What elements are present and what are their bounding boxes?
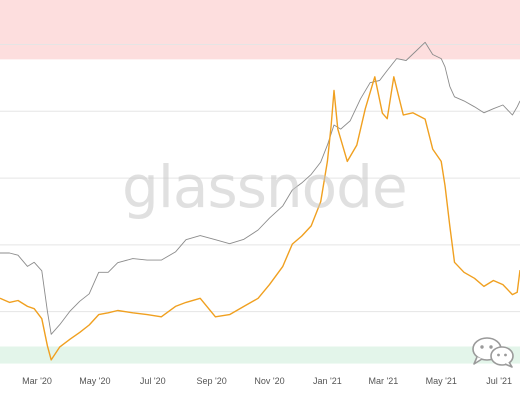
x-tick-label: Mar '20 (22, 376, 52, 386)
x-tick-label: May '20 (79, 376, 110, 386)
upper-zone-band (0, 0, 520, 60)
reference-series-line (0, 41, 520, 335)
x-tick-label: Jul '20 (140, 376, 166, 386)
series-lines (0, 41, 520, 361)
x-tick-label: Nov '20 (254, 376, 284, 386)
gridlines (0, 44, 520, 313)
x-tick-label: Jul '21 (486, 376, 512, 386)
x-tick-label: Jan '21 (313, 376, 342, 386)
x-axis-tick-labels: Mar '20 May '20 Jul '20 Sep '20 Nov '20 Jan '… (22, 376, 512, 386)
x-tick-label: May '21 (426, 376, 457, 386)
lower-zone-band (0, 346, 520, 364)
x-tick-label: Mar '21 (368, 376, 398, 386)
zone-bands (0, 0, 520, 364)
primary-series-line (0, 76, 520, 361)
x-tick-label: Sep '20 (196, 376, 226, 386)
wechat-icon (472, 337, 514, 368)
